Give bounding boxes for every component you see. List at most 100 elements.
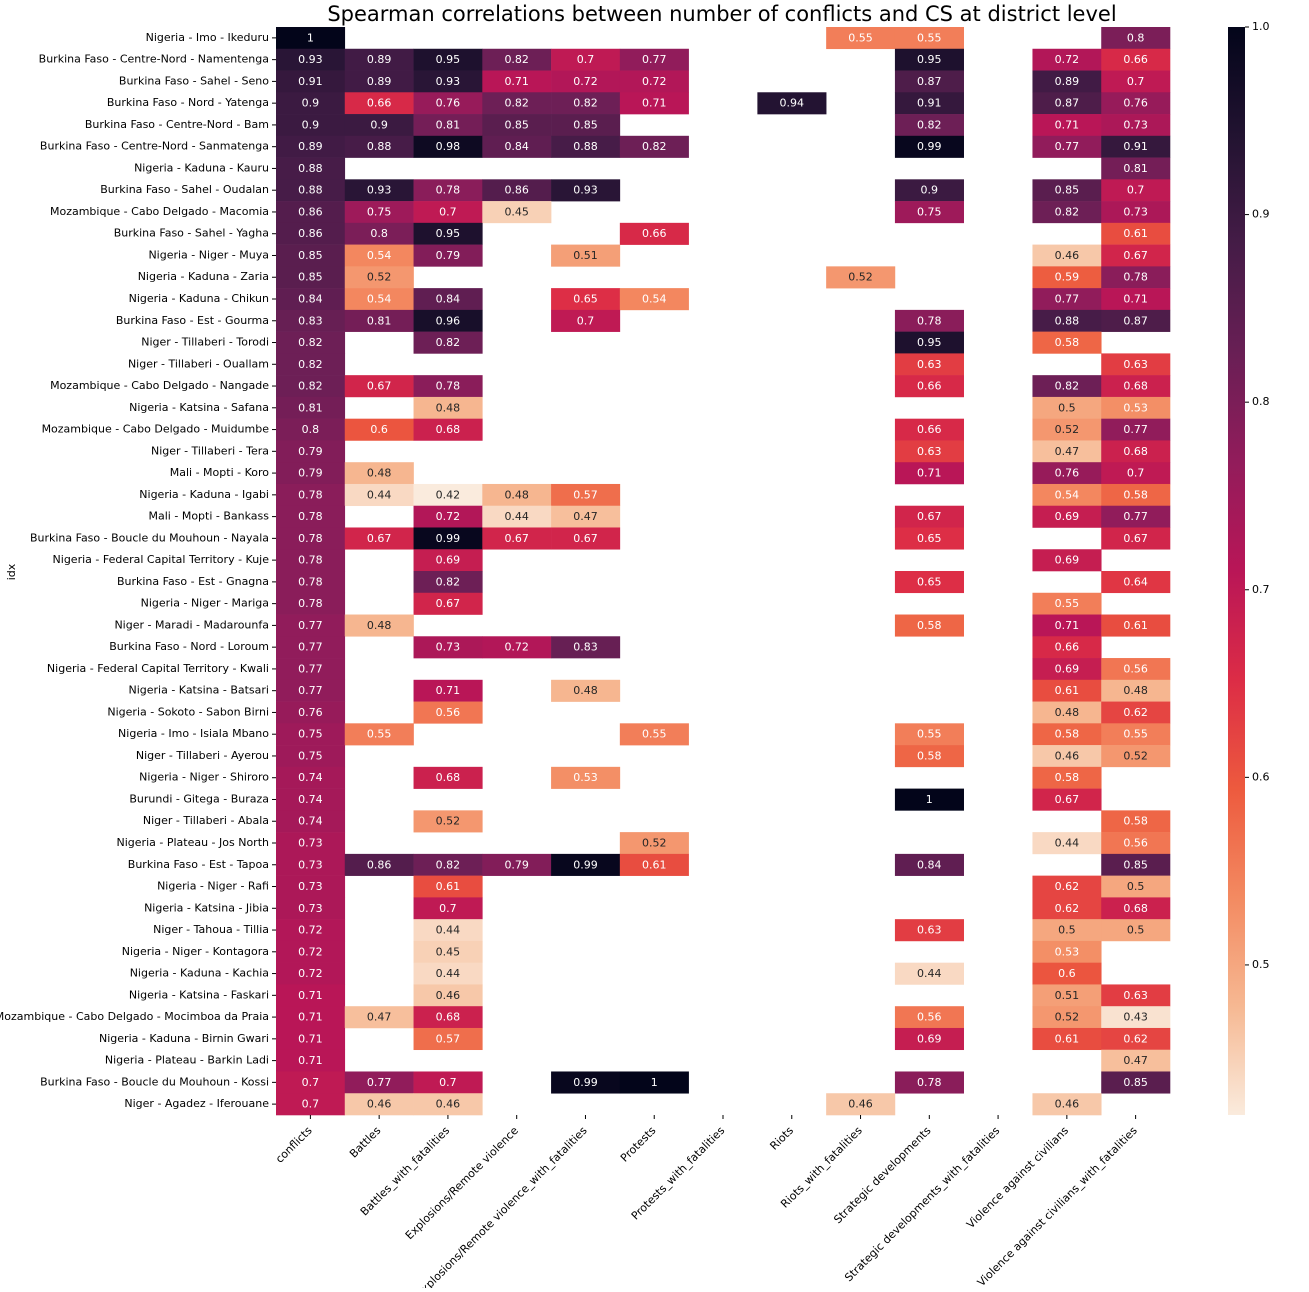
- heatmap-cell: [413, 527, 483, 550]
- heatmap-cell: [482, 70, 552, 93]
- heatmap-cell: [1101, 114, 1171, 137]
- cell-label: 0.76: [436, 97, 461, 110]
- cell-label: 1: [926, 793, 933, 806]
- heatmap-cell: [894, 571, 964, 594]
- heatmap-cell: [1032, 201, 1102, 224]
- y-tick-label: Nigeria - Plateau - Barkin Ladi: [105, 1054, 269, 1067]
- cell-label: 0.82: [436, 858, 461, 871]
- cell-label: 0.64: [1123, 575, 1148, 588]
- cell-label: 0.85: [1055, 184, 1080, 197]
- heatmap-cell: [1101, 614, 1171, 637]
- heatmap-cell: [413, 179, 483, 202]
- heatmap-cell: [413, 331, 483, 354]
- heatmap-cell: [619, 853, 689, 876]
- cell-label: 0.55: [1055, 597, 1080, 610]
- heatmap-cell: [482, 92, 552, 115]
- heatmap-cell: [1032, 92, 1102, 115]
- cell-label: 0.48: [367, 467, 392, 480]
- cell-label: 0.51: [573, 249, 598, 262]
- cell-label: 0.5: [1127, 880, 1145, 893]
- heatmap-cell: [1101, 897, 1171, 920]
- heatmap-cell: [1101, 157, 1171, 180]
- heatmap-cell: [551, 527, 621, 550]
- cell-label: 0.66: [367, 97, 392, 110]
- heatmap-cell: [1032, 658, 1102, 681]
- cell-label: 0.79: [504, 858, 529, 871]
- heatmap-cell: [344, 222, 414, 245]
- cell-label: 0.67: [367, 380, 392, 393]
- cell-label: 0.7: [1127, 467, 1145, 480]
- cell-label: 0.73: [1123, 118, 1148, 131]
- heatmap-cell: [276, 288, 346, 311]
- cell-label: 0.61: [1055, 684, 1080, 697]
- cell-label: 0.67: [1123, 532, 1148, 545]
- cell-label: 0.73: [298, 902, 323, 915]
- cell-label: 0.82: [504, 97, 529, 110]
- cell-label: 0.86: [298, 205, 323, 218]
- cell-label: 0.67: [504, 532, 529, 545]
- cell-label: 0.76: [1055, 467, 1080, 480]
- y-tick-label: Niger - Tillaberi - Ayerou: [136, 749, 269, 762]
- cell-label: 0.66: [917, 380, 942, 393]
- cell-label: 0.77: [298, 684, 323, 697]
- cell-label: 0.71: [298, 989, 323, 1002]
- cell-label: 0.9: [370, 118, 388, 131]
- y-tick-label: Nigeria - Plateau - Jos North: [117, 836, 269, 849]
- cell-label: 0.85: [504, 118, 529, 131]
- heatmap-cell: [1032, 483, 1102, 507]
- heatmap-cell: [1101, 527, 1171, 550]
- cell-label: 0.66: [1123, 53, 1148, 66]
- cell-label: 0.55: [848, 31, 873, 44]
- heatmap-cell: [894, 114, 964, 137]
- heatmap-cell: [413, 288, 483, 311]
- heatmap-cell: [344, 266, 414, 289]
- y-tick-label: Niger - Tillaberi - Ouallam: [128, 357, 269, 370]
- y-tick-label: Mozambique - Cabo Delgado - Muidumbe: [42, 423, 270, 436]
- cell-label: 0.68: [436, 1011, 461, 1024]
- cell-label: 0.57: [573, 488, 598, 501]
- cell-label: 0.75: [298, 728, 323, 741]
- cell-label: 0.5: [1058, 401, 1076, 414]
- heatmap-cell: [894, 1027, 964, 1051]
- heatmap-cell: [276, 48, 346, 71]
- heatmap-cell: [344, 375, 414, 398]
- cell-label: 0.76: [298, 706, 323, 719]
- heatmap-cell: [551, 636, 621, 659]
- cell-label: 0.5: [1127, 924, 1145, 937]
- heatmap-cell: [551, 853, 621, 876]
- heatmap-cell: [413, 201, 483, 224]
- cell-label: 0.72: [436, 510, 461, 523]
- cell-label: 0.69: [1055, 554, 1080, 567]
- heatmap-cell: [551, 70, 621, 93]
- cell-label: 0.67: [1123, 249, 1148, 262]
- cell-label: 0.7: [577, 314, 595, 327]
- heatmap-cell: [894, 505, 964, 528]
- y-tick-label: Nigeria - Kaduna - Birnin Gwari: [99, 1032, 269, 1045]
- heatmap-cell: [413, 875, 483, 898]
- cell-label: 0.61: [1055, 1032, 1080, 1045]
- heatmap-cell: [276, 592, 346, 615]
- heatmap-cell: [1101, 222, 1171, 245]
- heatmap-cell: [413, 636, 483, 659]
- cell-label: 0.73: [298, 837, 323, 850]
- cell-label: 0.58: [917, 749, 942, 762]
- heatmap-cell: [1032, 331, 1102, 354]
- heatmap-cell: [344, 614, 414, 637]
- y-tick-label: Mozambique - Cabo Delgado - Macomia: [50, 205, 269, 218]
- heatmap-cell: [276, 636, 346, 659]
- heatmap-cell: [894, 919, 964, 942]
- cell-label: 0.73: [298, 858, 323, 871]
- heatmap-cell: [344, 309, 414, 332]
- cell-label: 0.7: [577, 53, 595, 66]
- heatmap-cell: [1101, 853, 1171, 876]
- cell-label: 0.77: [642, 53, 667, 66]
- cell-label: 0.82: [642, 140, 667, 153]
- cell-label: 0.95: [917, 336, 942, 349]
- heatmap-cell: [894, 353, 964, 376]
- heatmap-cell: [344, 48, 414, 71]
- cell-label: 0.58: [1123, 815, 1148, 828]
- heatmap-cell: [1101, 70, 1171, 93]
- heatmap-cell: [1101, 288, 1171, 311]
- heatmap-cell: [1032, 614, 1102, 637]
- y-tick-label: Burkina Faso - Est - Gnagna: [117, 575, 269, 588]
